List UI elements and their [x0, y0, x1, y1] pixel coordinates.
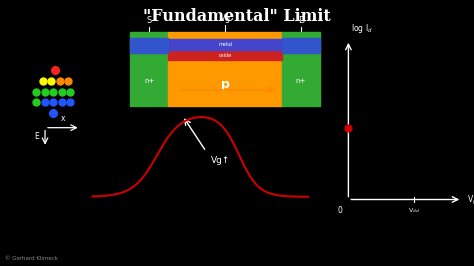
Bar — [282, 38, 320, 53]
Text: Vg↑: Vg↑ — [211, 156, 230, 165]
Text: metal: metal — [218, 42, 232, 47]
Text: p: p — [221, 78, 229, 90]
Text: 0: 0 — [337, 206, 342, 215]
Text: oxide: oxide — [219, 52, 232, 57]
Text: "Fundamental" Limit: "Fundamental" Limit — [143, 8, 331, 25]
Text: © Gerhard Klimeck: © Gerhard Klimeck — [5, 256, 58, 261]
Text: E: E — [35, 132, 39, 142]
Text: S: S — [146, 16, 152, 25]
Bar — [168, 32, 282, 106]
Bar — [168, 39, 282, 50]
Text: D: D — [298, 16, 304, 25]
Bar — [130, 38, 168, 53]
Text: Vg: Vg — [219, 14, 231, 23]
Bar — [168, 50, 282, 60]
Text: V$_{dd}$: V$_{dd}$ — [409, 206, 420, 215]
Text: x: x — [61, 114, 65, 123]
Text: n+: n+ — [144, 78, 155, 84]
Bar — [130, 32, 168, 106]
Text: V$_g$: V$_g$ — [467, 194, 474, 207]
Text: n+: n+ — [296, 78, 306, 84]
Text: log I$_d$: log I$_d$ — [351, 22, 373, 35]
Bar — [282, 32, 320, 106]
